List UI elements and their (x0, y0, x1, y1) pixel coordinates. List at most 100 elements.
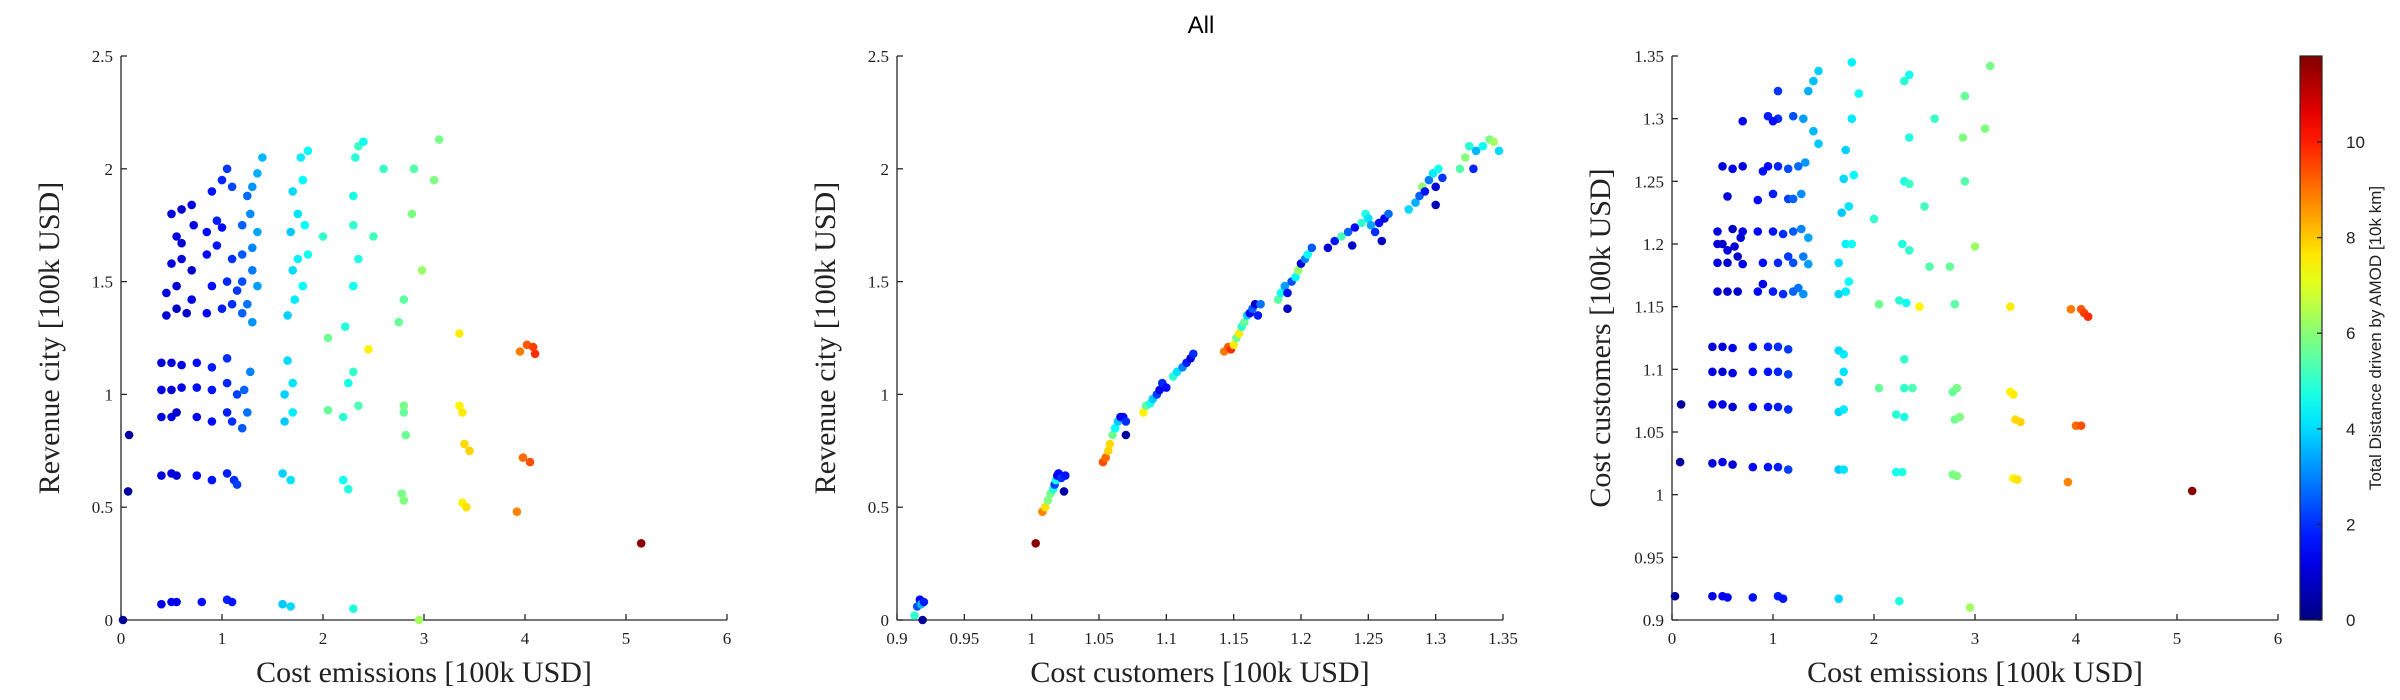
y-tick-label: 0 (105, 611, 114, 630)
data-point (167, 385, 176, 395)
data-point (207, 385, 217, 395)
data-point (237, 277, 247, 286)
data-point (217, 223, 227, 232)
data-point (1797, 224, 1806, 234)
data-point (253, 169, 262, 178)
data-point (1799, 289, 1808, 299)
data-point (202, 250, 212, 259)
data-point (1455, 164, 1465, 174)
data-point (1895, 596, 1904, 606)
data-point (1061, 471, 1070, 480)
data-point (1844, 202, 1854, 211)
data-point (414, 615, 424, 625)
data-point (349, 367, 358, 377)
data-point (1110, 423, 1120, 433)
data-point (239, 385, 249, 395)
data-point (1847, 114, 1857, 123)
data-point (1283, 288, 1292, 298)
data-point (1189, 349, 1198, 359)
data-point (177, 383, 186, 392)
data-point (1733, 252, 1742, 261)
data-point (157, 412, 166, 422)
data-point (1708, 342, 1717, 352)
data-point (1104, 446, 1113, 456)
data-point (207, 363, 217, 372)
data-point (1920, 202, 1929, 211)
data-point (379, 164, 388, 174)
data-point (243, 191, 252, 201)
data-point (2066, 304, 2076, 314)
data-point (1676, 400, 1686, 409)
data-point (1738, 259, 1747, 269)
data-point (246, 209, 255, 219)
data-point (918, 615, 927, 625)
y-tick-label: 1.25 (1634, 172, 1664, 191)
data-point (187, 200, 196, 210)
data-point (1713, 258, 1722, 268)
y-tick-label: 1.1 (1643, 360, 1664, 379)
data-point (1753, 195, 1763, 205)
y-tick-label: 1 (881, 385, 890, 404)
data-point (1670, 591, 1680, 601)
data-point (1844, 277, 1854, 286)
data-point (1758, 258, 1768, 268)
data-point (248, 317, 257, 327)
y-tick-label: 1.15 (1634, 298, 1664, 317)
data-point (1350, 223, 1360, 232)
x-tick-label: 5 (2173, 629, 2182, 648)
data-point (1804, 233, 1813, 242)
data-point (1283, 304, 1292, 314)
colorbar-tick-label: 2 (2346, 515, 2355, 534)
colorbar-tick-label: 10 (2346, 133, 2365, 152)
data-point (1337, 232, 1346, 241)
data-point (177, 205, 186, 214)
data-point (1809, 126, 1818, 136)
data-point (401, 430, 411, 440)
data-point (1900, 412, 1909, 422)
data-point (1874, 383, 1884, 393)
data-point (351, 153, 360, 162)
data-point (1778, 289, 1788, 299)
data-point (1783, 164, 1793, 174)
data-point (182, 308, 191, 318)
data-point (303, 146, 313, 156)
data-point (296, 153, 306, 162)
x-tick-label: 4 (521, 629, 530, 648)
data-point (462, 502, 471, 512)
x-tick-label: 0 (1668, 629, 1677, 648)
y-axis-label: Revenue city [100k USD] (809, 182, 842, 494)
data-point (1960, 91, 1970, 101)
data-point (1307, 243, 1317, 253)
x-axis-label: Cost emissions [100k USD] (1807, 656, 2143, 689)
data-point (407, 209, 417, 219)
data-point (1773, 258, 1783, 268)
data-point (1240, 317, 1249, 327)
data-point (1471, 146, 1481, 156)
data-point (207, 281, 217, 291)
data-point (1431, 200, 1440, 210)
data-point (530, 349, 540, 359)
data-point (1121, 430, 1131, 440)
colorbar-tick-label: 6 (2346, 324, 2355, 343)
data-point (288, 266, 298, 275)
data-point (237, 308, 247, 318)
data-point (288, 408, 298, 417)
data-point (243, 408, 252, 417)
data-point (162, 288, 171, 298)
data-point (525, 457, 535, 467)
data-point (1708, 367, 1717, 377)
data-point (1229, 340, 1238, 350)
data-point (460, 439, 469, 449)
data-point (1965, 603, 1975, 612)
data-point (237, 423, 247, 433)
y-tick-label: 2 (105, 160, 114, 179)
data-point (1773, 86, 1783, 96)
data-point (399, 408, 409, 417)
data-point (1950, 299, 1960, 309)
data-point (515, 347, 525, 356)
data-point (177, 254, 186, 264)
data-point (1783, 465, 1793, 474)
data-point (1718, 367, 1727, 377)
data-point (1718, 162, 1727, 171)
data-point (1713, 287, 1722, 296)
